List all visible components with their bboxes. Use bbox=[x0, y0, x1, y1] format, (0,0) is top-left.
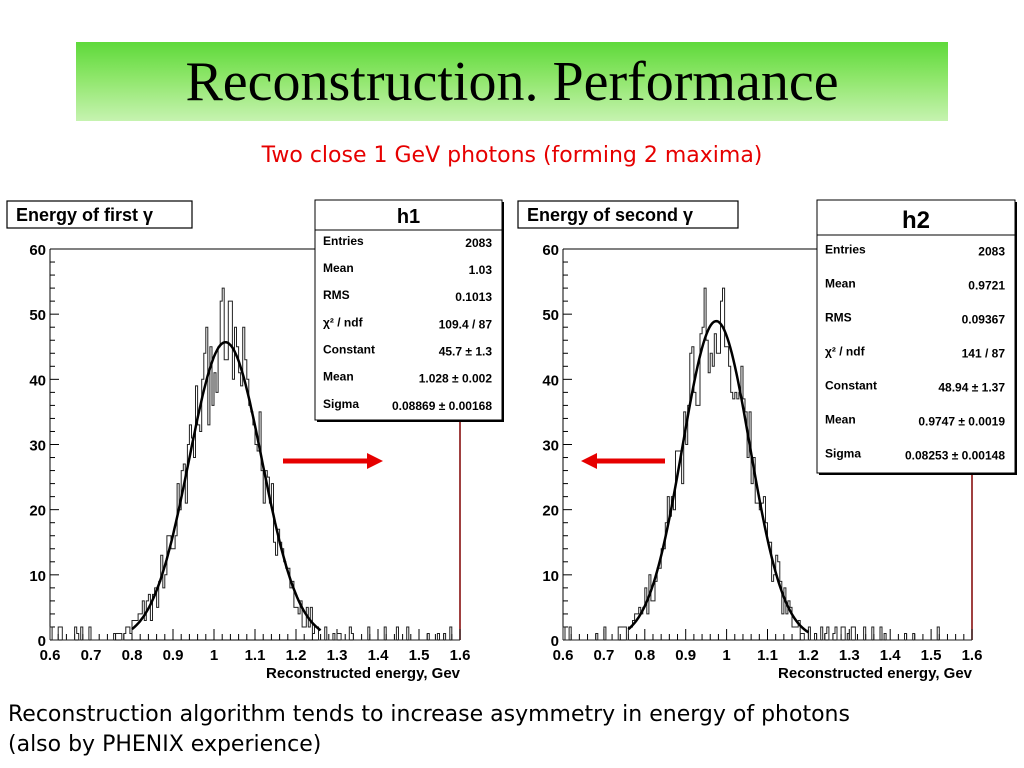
y-tick-label: 50 bbox=[29, 307, 46, 324]
y-tick-label: 60 bbox=[542, 242, 559, 259]
gaussian-fit-line bbox=[131, 341, 322, 632]
chart-title-box bbox=[517, 200, 739, 229]
x-tick-label: 0.8 bbox=[634, 647, 655, 664]
y-tick-label: 30 bbox=[542, 438, 559, 455]
x-tick-label: 1.6 bbox=[450, 647, 471, 664]
chart-title: Energy of second γ bbox=[527, 205, 693, 225]
chart-title: Energy of first γ bbox=[16, 205, 153, 225]
stats-value: 0.9747 ± 0.0019 bbox=[918, 415, 1005, 429]
stats-label: Entries bbox=[825, 243, 866, 257]
x-tick-label: 0.9 bbox=[163, 647, 184, 664]
y-tick-label: 0 bbox=[551, 633, 559, 650]
x-tick-label: 1.2 bbox=[798, 647, 819, 664]
x-tick-label: 1 bbox=[722, 647, 730, 664]
x-tick-label: 1.2 bbox=[286, 647, 307, 664]
stats-value: 0.08253 ± 0.00148 bbox=[905, 449, 1005, 463]
shift-arrow-head bbox=[581, 453, 597, 469]
chart-second-photon: 0 10 20 30 40 50 60 0.6 0.7 0.8 0.9 1 1.1 1.2 1.3 1.4 1.… bbox=[517, 199, 1017, 682]
stats-value: 1.028 ± 0.002 bbox=[419, 372, 493, 386]
stats-value: 45.7 ± 1.3 bbox=[439, 345, 493, 359]
x-tick-label: 1.4 bbox=[880, 647, 902, 664]
stats-label: Entries bbox=[323, 234, 364, 248]
x-tick-label: 0.6 bbox=[553, 647, 574, 664]
subtitle: Two close 1 GeV photons (forming 2 maxim… bbox=[261, 143, 763, 168]
x-tick-label: 0.9 bbox=[675, 647, 696, 664]
y-tick-label: 40 bbox=[29, 372, 46, 389]
stats-label: Mean bbox=[825, 413, 856, 427]
stats-value: 2083 bbox=[465, 236, 492, 250]
stats-label: χ² / ndf bbox=[323, 315, 364, 329]
stats-label: Mean bbox=[323, 370, 354, 384]
stats-title: h2 bbox=[902, 207, 930, 234]
stats-label: RMS bbox=[323, 288, 350, 302]
y-tick-label: 40 bbox=[542, 372, 559, 389]
x-tick-label: 1.6 bbox=[962, 647, 983, 664]
stats-value: 48.94 ± 1.37 bbox=[938, 381, 1005, 395]
x-tick-label: 1 bbox=[210, 647, 218, 664]
y-tick-label: 20 bbox=[542, 503, 559, 520]
x-axis-label: Reconstructed energy, Gev bbox=[266, 665, 461, 682]
stats-label: Sigma bbox=[825, 447, 861, 461]
stats-label: Constant bbox=[825, 379, 877, 393]
stats-label: χ² / ndf bbox=[825, 345, 866, 359]
x-tick-label: 0.8 bbox=[122, 647, 143, 664]
title-banner: Reconstruction. Performance bbox=[76, 42, 948, 121]
stats-label: Sigma bbox=[323, 397, 359, 411]
stats-label: RMS bbox=[825, 311, 852, 325]
stats-value: 2083 bbox=[978, 245, 1005, 259]
x-tick-label: 1.1 bbox=[245, 647, 266, 664]
stats-value: 141 / 87 bbox=[962, 347, 1006, 361]
stats-value: 0.1013 bbox=[455, 290, 492, 304]
x-tick-label: 1.3 bbox=[839, 647, 860, 664]
x-tick-label: 0.6 bbox=[40, 647, 61, 664]
stats-box bbox=[816, 199, 1016, 474]
stats-label: Constant bbox=[323, 343, 375, 357]
x-tick-label: 1.5 bbox=[921, 647, 942, 664]
gaussian-fit-line bbox=[627, 319, 810, 634]
x-axis-label: Reconstructed energy, Gev bbox=[778, 665, 973, 682]
y-tick-label: 0 bbox=[38, 633, 46, 650]
caption: Reconstruction algorithm tends to increa… bbox=[8, 700, 1008, 760]
x-tick-label: 0.7 bbox=[81, 647, 102, 664]
x-tick-label: 1.1 bbox=[757, 647, 778, 664]
page-title: Reconstruction. Performance bbox=[185, 50, 839, 113]
chart-first-photon: 0 10 20 30 40 50 60 0.6 0.7 0.8 0.9 1 1.1 1.2 1.3 1.4 1.… bbox=[6, 199, 504, 682]
x-tick-label: 1.3 bbox=[327, 647, 348, 664]
y-tick-label: 10 bbox=[29, 568, 46, 585]
stats-value: 0.08869 ± 0.00168 bbox=[392, 399, 492, 413]
stats-title: h1 bbox=[397, 206, 420, 228]
y-tick-label: 10 bbox=[542, 568, 559, 585]
x-tick-label: 0.7 bbox=[593, 647, 614, 664]
histogram-series bbox=[49, 287, 460, 641]
y-tick-label: 60 bbox=[29, 242, 46, 259]
stats-value: 109.4 / 87 bbox=[439, 317, 493, 331]
stats-label: Mean bbox=[825, 277, 856, 291]
shift-arrow-head bbox=[367, 453, 383, 469]
stats-value: 0.09367 bbox=[962, 313, 1006, 327]
y-tick-label: 50 bbox=[542, 307, 559, 324]
caption-line-1: Reconstruction algorithm tends to increa… bbox=[8, 702, 850, 727]
histogram-series bbox=[562, 287, 972, 641]
y-tick-label: 30 bbox=[29, 438, 46, 455]
stats-box bbox=[314, 199, 503, 421]
y-tick-label: 20 bbox=[29, 503, 46, 520]
x-tick-label: 1.4 bbox=[368, 647, 390, 664]
caption-line-2: (also by PHENIX experience) bbox=[8, 732, 322, 757]
stats-label: Mean bbox=[323, 261, 354, 275]
stats-value: 0.9721 bbox=[968, 279, 1005, 293]
stats-value: 1.03 bbox=[469, 263, 493, 277]
chart-title-box bbox=[6, 200, 193, 229]
x-tick-label: 1.5 bbox=[409, 647, 430, 664]
